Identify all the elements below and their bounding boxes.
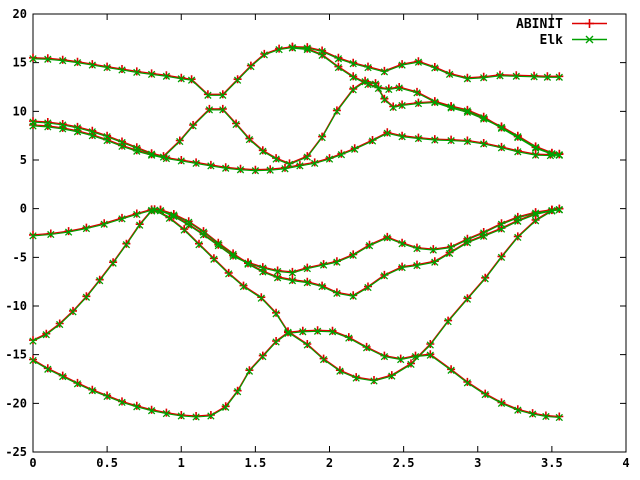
band-path-elk bbox=[32, 125, 560, 172]
y-tick-label: -25 bbox=[5, 445, 27, 459]
band-path-elk bbox=[32, 209, 560, 342]
x-tick-label: 1 bbox=[178, 456, 185, 470]
x-tick-label: 3.5 bbox=[541, 456, 563, 470]
y-tick-label: -15 bbox=[5, 348, 27, 362]
y-tick-label: 15 bbox=[13, 56, 27, 70]
plus-marker bbox=[29, 204, 564, 276]
plus-marker bbox=[585, 19, 594, 28]
y-tick-label: -5 bbox=[13, 250, 27, 264]
y-tick-label: 0 bbox=[20, 202, 27, 216]
cross-marker bbox=[29, 43, 563, 99]
x-tick-label: 0.5 bbox=[96, 456, 118, 470]
cross-marker bbox=[29, 78, 563, 169]
plus-marker bbox=[29, 204, 564, 345]
band-path-abinit bbox=[32, 45, 560, 95]
y-tick-label: -10 bbox=[5, 299, 27, 313]
cross-marker bbox=[29, 327, 563, 422]
cross-marker bbox=[150, 206, 563, 385]
y-tick-label: 10 bbox=[13, 104, 27, 118]
x-tick-label: 2.5 bbox=[393, 456, 415, 470]
band-path-elk bbox=[32, 47, 560, 96]
band-path-elk bbox=[32, 81, 560, 165]
legend-label-elk: Elk bbox=[540, 33, 564, 48]
plot-generated: 0 0.5 1 1.5 2 2.5 3 3.5 4 20 15 10 5 0 -5 -10 -15 -20 -25 bbox=[5, 7, 629, 470]
y-tick-label: 5 bbox=[20, 153, 27, 167]
cross-marker bbox=[29, 206, 563, 345]
band-path-elk bbox=[32, 330, 560, 419]
plus-marker bbox=[150, 204, 564, 384]
band-path-abinit bbox=[32, 124, 560, 171]
band-path-abinit bbox=[32, 329, 560, 418]
y-tick-label: 20 bbox=[13, 7, 27, 21]
cross-marker bbox=[585, 35, 594, 44]
x-tick-label: 0 bbox=[29, 456, 36, 470]
legend: ABINIT Elk bbox=[516, 17, 607, 48]
cross-marker bbox=[29, 122, 563, 175]
legend-label-abinit: ABINIT bbox=[516, 17, 563, 32]
plus-marker bbox=[29, 76, 564, 168]
x-tick-label: 2 bbox=[326, 456, 333, 470]
y-tick-label: -20 bbox=[5, 396, 27, 410]
x-tick-label: 1.5 bbox=[245, 456, 267, 470]
band-path-abinit bbox=[32, 208, 560, 341]
x-tick-label: 3 bbox=[474, 456, 481, 470]
x-tick-label: 4 bbox=[622, 456, 629, 470]
plus-marker bbox=[29, 326, 564, 421]
